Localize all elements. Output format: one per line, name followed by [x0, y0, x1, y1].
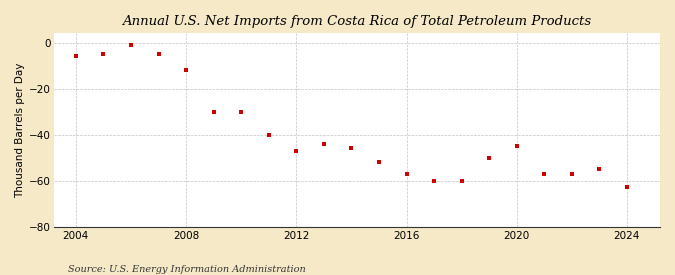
- Point: [373, 160, 384, 164]
- Point: [401, 172, 412, 176]
- Y-axis label: Thousand Barrels per Day: Thousand Barrels per Day: [15, 62, 25, 198]
- Point: [512, 144, 522, 148]
- Point: [566, 172, 577, 176]
- Point: [622, 185, 632, 190]
- Title: Annual U.S. Net Imports from Costa Rica of Total Petroleum Products: Annual U.S. Net Imports from Costa Rica …: [122, 15, 591, 28]
- Point: [484, 155, 495, 160]
- Text: Source: U.S. Energy Information Administration: Source: U.S. Energy Information Administ…: [68, 265, 305, 274]
- Point: [153, 52, 164, 56]
- Point: [263, 132, 274, 137]
- Point: [70, 54, 81, 59]
- Point: [429, 178, 439, 183]
- Point: [594, 167, 605, 171]
- Point: [126, 43, 136, 47]
- Point: [208, 109, 219, 114]
- Point: [291, 148, 302, 153]
- Point: [98, 52, 109, 56]
- Point: [319, 142, 329, 146]
- Point: [236, 109, 246, 114]
- Point: [539, 172, 549, 176]
- Point: [346, 146, 357, 151]
- Point: [456, 178, 467, 183]
- Point: [181, 68, 192, 72]
